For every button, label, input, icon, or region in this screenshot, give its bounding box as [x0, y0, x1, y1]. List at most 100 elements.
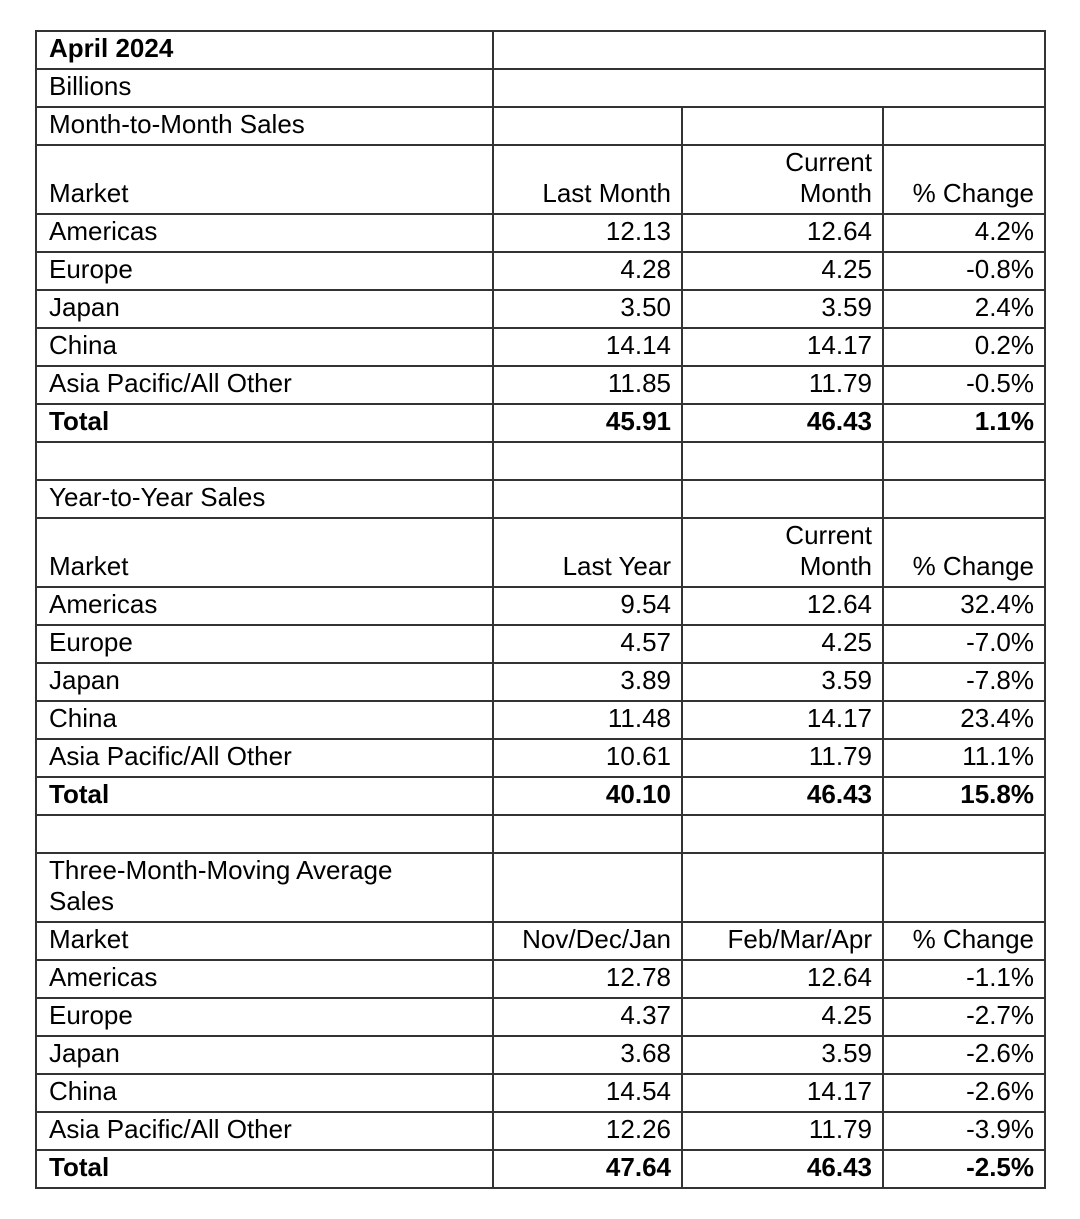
empty-cell: [882, 479, 1046, 519]
market-cell: Europe: [35, 997, 494, 1037]
empty-merged-cell: [492, 68, 1046, 108]
empty-cell: [492, 852, 683, 923]
total-row: Total 45.91 46.43 1.1%: [35, 403, 1046, 443]
total-value-cell: 46.43: [681, 1149, 884, 1189]
table-row: Asia Pacific/All Other 10.61 11.79 11.1%: [35, 738, 1046, 778]
change-cell: 0.2%: [882, 327, 1046, 367]
value-cell: 11.79: [681, 365, 884, 405]
empty-cell: [35, 441, 494, 481]
total-label-cell: Total: [35, 403, 494, 443]
column-header-change: % Change: [882, 144, 1046, 215]
column-header-market: Market: [35, 517, 494, 588]
value-cell: 12.64: [681, 586, 884, 626]
value-cell: 4.25: [681, 997, 884, 1037]
empty-cell: [492, 106, 683, 146]
report-title: April 2024: [35, 30, 494, 70]
value-cell: 4.37: [492, 997, 683, 1037]
table-row: Asia Pacific/All Other 12.26 11.79 -3.9%: [35, 1111, 1046, 1151]
market-cell: China: [35, 327, 494, 367]
total-value-cell: 45.91: [492, 403, 683, 443]
value-cell: 12.64: [681, 959, 884, 999]
column-header-period1: Nov/Dec/Jan: [492, 921, 683, 961]
column-header-period1: Last Month: [492, 144, 683, 215]
value-cell: 9.54: [492, 586, 683, 626]
column-header-period2: Current Month: [681, 144, 884, 215]
column-header-change: % Change: [882, 517, 1046, 588]
table-row: Europe 4.37 4.25 -2.7%: [35, 997, 1046, 1037]
change-cell: -7.8%: [882, 662, 1046, 702]
empty-cell: [492, 479, 683, 519]
unit-label: Billions: [35, 68, 494, 108]
market-cell: Americas: [35, 213, 494, 253]
table-row: China 14.14 14.17 0.2%: [35, 327, 1046, 367]
empty-cell: [882, 814, 1046, 854]
change-cell: -3.9%: [882, 1111, 1046, 1151]
empty-cell: [681, 479, 884, 519]
table-row: Americas 9.54 12.64 32.4%: [35, 586, 1046, 626]
column-header-market: Market: [35, 144, 494, 215]
table-row: Japan 3.50 3.59 2.4%: [35, 289, 1046, 329]
change-cell: -2.6%: [882, 1035, 1046, 1075]
market-cell: Europe: [35, 251, 494, 291]
value-cell: 14.17: [681, 1073, 884, 1113]
value-cell: 14.14: [492, 327, 683, 367]
empty-cell: [681, 814, 884, 854]
section-title-row: Year-to-Year Sales: [35, 479, 1046, 519]
column-header-period2: Current Month: [681, 517, 884, 588]
total-row: Total 47.64 46.43 -2.5%: [35, 1149, 1046, 1189]
empty-cell: [681, 441, 884, 481]
section-title: Three-Month-Moving Average Sales: [35, 852, 494, 923]
unit-row: Billions: [35, 68, 1046, 108]
empty-cell: [882, 106, 1046, 146]
value-cell: 11.85: [492, 365, 683, 405]
change-cell: 4.2%: [882, 213, 1046, 253]
value-cell: 4.25: [681, 624, 884, 664]
market-cell: Americas: [35, 586, 494, 626]
total-value-cell: 46.43: [681, 776, 884, 816]
total-value-cell: 40.10: [492, 776, 683, 816]
value-cell: 11.79: [681, 1111, 884, 1151]
total-value-cell: 47.64: [492, 1149, 683, 1189]
empty-cell: [492, 814, 683, 854]
total-change-cell: 15.8%: [882, 776, 1046, 816]
change-cell: -0.5%: [882, 365, 1046, 405]
empty-cell: [681, 852, 884, 923]
table-row: China 14.54 14.17 -2.6%: [35, 1073, 1046, 1113]
column-header-row: Market Last Year Current Month % Change: [35, 517, 1046, 588]
column-header-row: Market Nov/Dec/Jan Feb/Mar/Apr % Change: [35, 921, 1046, 961]
empty-merged-cell: [492, 30, 1046, 70]
value-cell: 4.28: [492, 251, 683, 291]
change-cell: -2.6%: [882, 1073, 1046, 1113]
market-cell: Japan: [35, 289, 494, 329]
table-row: Americas 12.78 12.64 -1.1%: [35, 959, 1046, 999]
empty-cell: [35, 814, 494, 854]
empty-cell: [681, 106, 884, 146]
value-cell: 14.17: [681, 327, 884, 367]
spacer-row: [35, 814, 1046, 854]
empty-cell: [492, 441, 683, 481]
value-cell: 3.59: [681, 289, 884, 329]
value-cell: 3.50: [492, 289, 683, 329]
value-cell: 3.59: [681, 662, 884, 702]
column-header-change: % Change: [882, 921, 1046, 961]
section-title-row: Three-Month-Moving Average Sales: [35, 852, 1046, 923]
change-cell: 2.4%: [882, 289, 1046, 329]
value-cell: 14.54: [492, 1073, 683, 1113]
table-row: Europe 4.28 4.25 -0.8%: [35, 251, 1046, 291]
change-cell: -1.1%: [882, 959, 1046, 999]
value-cell: 12.26: [492, 1111, 683, 1151]
value-cell: 11.48: [492, 700, 683, 740]
value-cell: 4.57: [492, 624, 683, 664]
table-row: Japan 3.68 3.59 -2.6%: [35, 1035, 1046, 1075]
spacer-row: [35, 441, 1046, 481]
table-row: China 11.48 14.17 23.4%: [35, 700, 1046, 740]
value-cell: 3.59: [681, 1035, 884, 1075]
value-cell: 12.64: [681, 213, 884, 253]
total-row: Total 40.10 46.43 15.8%: [35, 776, 1046, 816]
total-label-cell: Total: [35, 776, 494, 816]
total-label-cell: Total: [35, 1149, 494, 1189]
value-cell: 12.78: [492, 959, 683, 999]
value-cell: 10.61: [492, 738, 683, 778]
market-cell: Americas: [35, 959, 494, 999]
change-cell: 23.4%: [882, 700, 1046, 740]
